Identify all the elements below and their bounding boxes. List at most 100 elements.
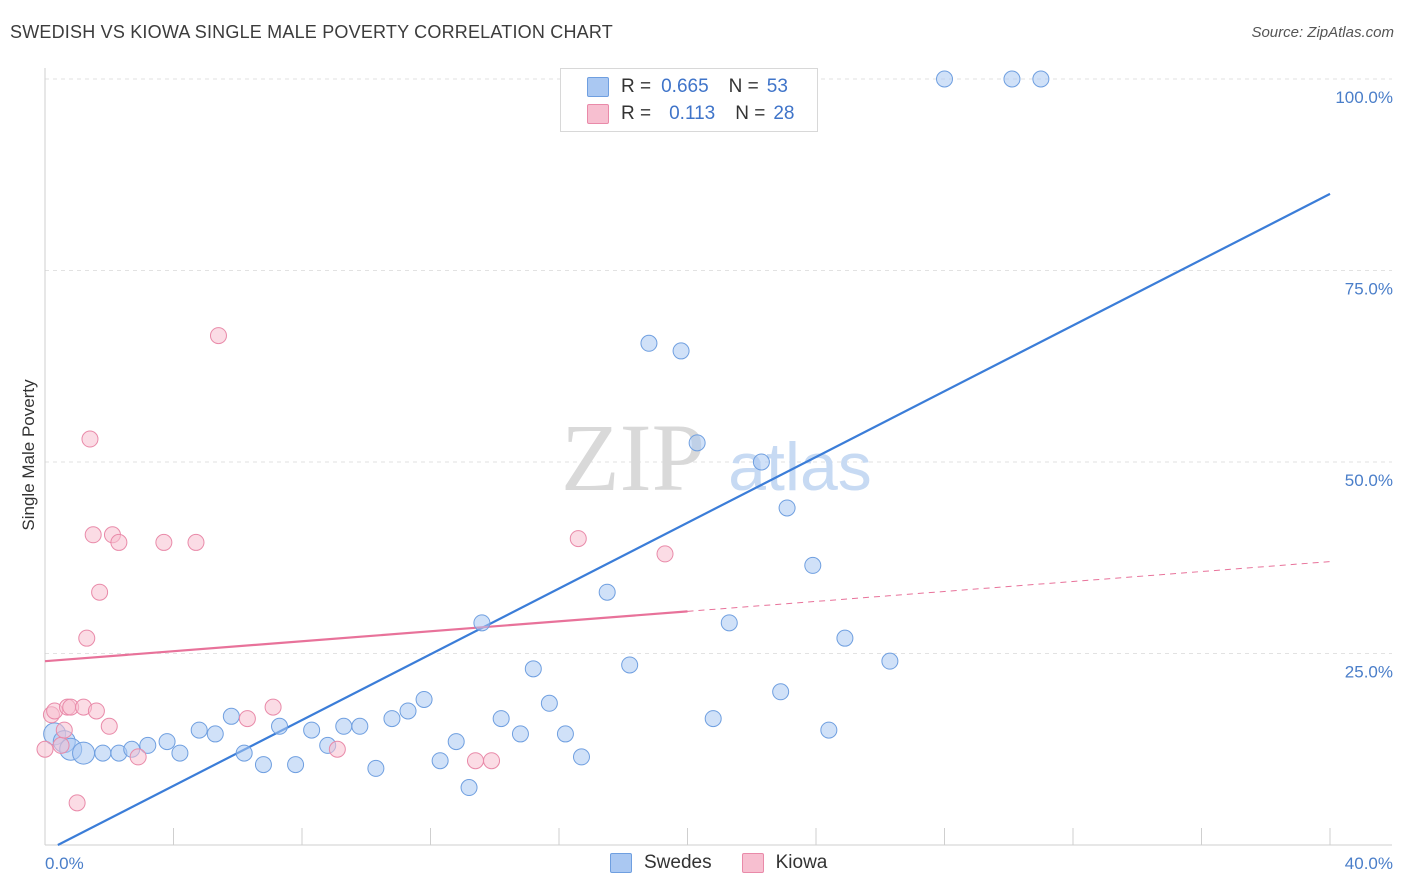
kiowa-point[interactable]	[55, 721, 73, 739]
kiowa-point[interactable]	[100, 717, 118, 735]
kiowa-trendline	[687, 561, 1331, 612]
swedes-point[interactable]	[836, 629, 854, 647]
series-legend: Swedes Kiowa	[610, 852, 857, 874]
swedes-point[interactable]	[415, 690, 433, 708]
kiowa-trendline	[44, 610, 688, 663]
swedes-swatch	[587, 77, 609, 97]
swedes-point[interactable]	[460, 779, 478, 797]
y-axis-label: Single Male Poverty	[19, 379, 38, 531]
swedes-point[interactable]	[399, 702, 417, 720]
swedes-point[interactable]	[688, 434, 706, 452]
kiowa-point[interactable]	[209, 327, 227, 345]
swedes-point[interactable]	[524, 660, 542, 678]
kiowa-point[interactable]	[84, 526, 102, 544]
kiowa-point[interactable]	[656, 545, 674, 563]
correlation-legend: R = 0.665 N = 53 R = 0.113 N = 28	[560, 68, 818, 132]
kiowa-point[interactable]	[36, 740, 54, 758]
swedes-point[interactable]	[367, 759, 385, 777]
swedes-point[interactable]	[556, 725, 574, 743]
chart-title: SWEDISH VS KIOWA SINGLE MALE POVERTY COR…	[10, 22, 613, 42]
swedes-point[interactable]	[335, 717, 353, 735]
swedes-point[interactable]	[820, 721, 838, 739]
kiowa-point[interactable]	[81, 430, 99, 448]
swedes-point[interactable]	[206, 725, 224, 743]
swedes-point[interactable]	[881, 652, 899, 670]
kiowa-point[interactable]	[466, 752, 484, 770]
swedes-point[interactable]	[621, 656, 639, 674]
swedes-point[interactable]	[772, 683, 790, 701]
swedes-point[interactable]	[171, 744, 189, 762]
swedes-trendline	[57, 192, 1331, 846]
swedes-point[interactable]	[540, 694, 558, 712]
n-label: N =	[735, 103, 766, 124]
kiowa-point[interactable]	[129, 748, 147, 766]
swedes-point[interactable]	[222, 707, 240, 725]
swedes-point[interactable]	[254, 756, 272, 774]
swedes-point[interactable]	[383, 710, 401, 728]
swedes-point[interactable]	[473, 614, 491, 632]
kiowa-point[interactable]	[52, 736, 70, 754]
kiowa-point[interactable]	[155, 533, 173, 551]
swedes-point[interactable]	[1003, 70, 1021, 88]
swedes-point[interactable]	[640, 334, 658, 352]
kiowa-point[interactable]	[483, 752, 501, 770]
kiowa-point[interactable]	[187, 533, 205, 551]
swedes-point[interactable]	[72, 741, 96, 765]
swedes-point[interactable]	[720, 614, 738, 632]
n-value: 53	[766, 76, 788, 97]
swedes-point[interactable]	[235, 744, 253, 762]
r-value: 0.113	[669, 103, 716, 124]
kiowa-point[interactable]	[569, 530, 587, 548]
kiowa-point[interactable]	[68, 794, 86, 812]
legend-item-swedes[interactable]: Swedes	[610, 852, 712, 874]
legend-row-kiowa: R = 0.113 N = 28	[587, 102, 795, 126]
legend-row-swedes: R = 0.665 N = 53	[587, 75, 788, 99]
swedes-point[interactable]	[492, 710, 510, 728]
kiowa-point[interactable]	[110, 533, 128, 551]
swedes-point[interactable]	[1032, 70, 1050, 88]
watermark: ZIP atlas	[561, 404, 872, 511]
swedes-point[interactable]	[936, 70, 953, 88]
kiowa-legend-swatch	[741, 853, 764, 873]
y-tick-label: 75.0%	[1345, 280, 1393, 299]
kiowa-point[interactable]	[78, 629, 96, 647]
data-points	[36, 70, 1050, 812]
swedes-point[interactable]	[704, 710, 722, 728]
kiowa-point[interactable]	[87, 702, 105, 720]
legend-item-kiowa[interactable]: Kiowa	[741, 852, 827, 874]
trendlines	[44, 192, 1331, 846]
swedes-point[interactable]	[447, 733, 465, 751]
swedes-point[interactable]	[804, 556, 822, 574]
swedes-point[interactable]	[158, 733, 176, 751]
swedes-point[interactable]	[752, 453, 770, 471]
swedes-legend-label: Swedes	[644, 852, 712, 873]
swedes-point[interactable]	[672, 342, 690, 360]
r-label: R =	[621, 103, 652, 124]
x-tick-label: 40.0%	[1345, 854, 1393, 873]
swedes-point[interactable]	[139, 736, 157, 754]
swedes-legend-swatch	[610, 853, 632, 873]
swedes-point[interactable]	[303, 721, 321, 739]
swedes-point[interactable]	[572, 748, 590, 766]
kiowa-point[interactable]	[264, 698, 282, 716]
kiowa-point[interactable]	[91, 583, 109, 601]
swedes-point[interactable]	[287, 756, 305, 774]
swedes-point[interactable]	[511, 725, 529, 743]
axes	[44, 68, 1392, 846]
swedes-point[interactable]	[351, 717, 369, 735]
n-label: N =	[728, 76, 759, 97]
x-tick-label: 0.0%	[45, 854, 84, 873]
swedes-point[interactable]	[271, 717, 289, 735]
swedes-point[interactable]	[94, 744, 112, 762]
y-tick-label: 50.0%	[1345, 471, 1393, 490]
r-value: 0.665	[661, 76, 709, 97]
grid-lines	[45, 78, 1392, 654]
kiowa-point[interactable]	[238, 710, 256, 728]
swedes-point[interactable]	[778, 499, 796, 517]
swedes-point[interactable]	[598, 583, 616, 601]
swedes-point[interactable]	[431, 752, 449, 770]
kiowa-point[interactable]	[328, 740, 346, 758]
watermark-zip: ZIP	[561, 404, 705, 511]
swedes-point[interactable]	[190, 721, 208, 739]
